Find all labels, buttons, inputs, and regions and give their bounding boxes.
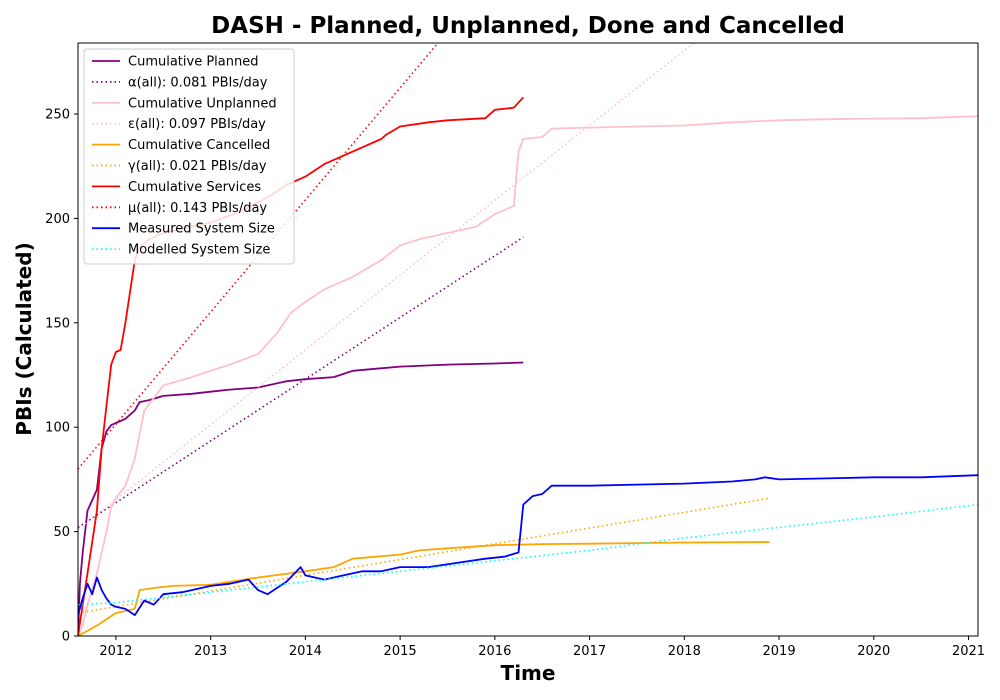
axis-ticks: 2012 2013 2014 2015 2016 2017 2018 2019 2020 2021…: [45, 107, 985, 659]
y-tick-label: 250: [45, 107, 70, 122]
y-tick-label: 100: [45, 421, 70, 436]
legend-label-cumulative-cancelled: Cumulative Cancelled: [128, 138, 270, 153]
series-line-all-0-097-pbis-day: [78, 43, 695, 531]
legend-label-measured-system-size: Measured System Size: [128, 222, 275, 237]
y-tick-label: 200: [45, 212, 70, 227]
plot-area-frame: [77, 42, 979, 637]
x-tick-label: 2012: [99, 644, 132, 659]
x-axis-title: Time: [501, 661, 556, 685]
x-tick-label: 2013: [194, 644, 227, 659]
series-line-cumulative-cancelled: [78, 541, 770, 636]
legend-box: [83, 48, 295, 265]
y-tick-label: 50: [53, 525, 70, 540]
legend-label-all-0-097-pbis-day: ε(all): 0.097 PBIs/day: [128, 117, 266, 132]
x-tick-label: 2021: [952, 644, 985, 659]
x-tick-label: 2016: [478, 644, 511, 659]
legend: Cumulative Planned α(all): 0.081 PBIs/day…: [83, 48, 295, 265]
legend-label-all-0-143-pbis-day: μ(all): 0.143 PBIs/day: [128, 201, 267, 216]
x-tick-label: 2018: [668, 644, 701, 659]
legend-label-all-0-081-pbis-day: α(all): 0.081 PBIs/day: [128, 75, 268, 90]
legend-label-all-0-021-pbis-day: γ(all): 0.021 PBIs/day: [128, 159, 267, 174]
series-line-cumulative-planned: [78, 361, 524, 636]
legend-label-cumulative-planned: Cumulative Planned: [128, 55, 258, 70]
legend-label-modelled-system-size: Modelled System Size: [128, 243, 270, 258]
legend-label-cumulative-services: Cumulative Services: [128, 180, 261, 195]
x-tick-label: 2015: [384, 644, 417, 659]
y-tick-label: 0: [62, 630, 70, 645]
x-tick-label: 2014: [289, 644, 322, 659]
series-line-cumulative-unplanned: [78, 115, 978, 636]
series-line-all-0-081-pbis-day: [78, 236, 524, 529]
y-axis-title: PBIs (Calculated): [12, 242, 36, 435]
legend-label-cumulative-unplanned: Cumulative Unplanned: [128, 96, 277, 111]
series-line-modelled-system-size: [78, 503, 978, 606]
chart-title: DASH - Planned, Unplanned, Done and Canc…: [211, 13, 845, 39]
series-line-all-0-143-pbis-day: [78, 43, 439, 470]
x-tick-label: 2017: [573, 644, 606, 659]
x-tick-label: 2019: [763, 644, 796, 659]
x-tick-label: 2020: [857, 644, 890, 659]
y-tick-label: 150: [45, 316, 70, 331]
